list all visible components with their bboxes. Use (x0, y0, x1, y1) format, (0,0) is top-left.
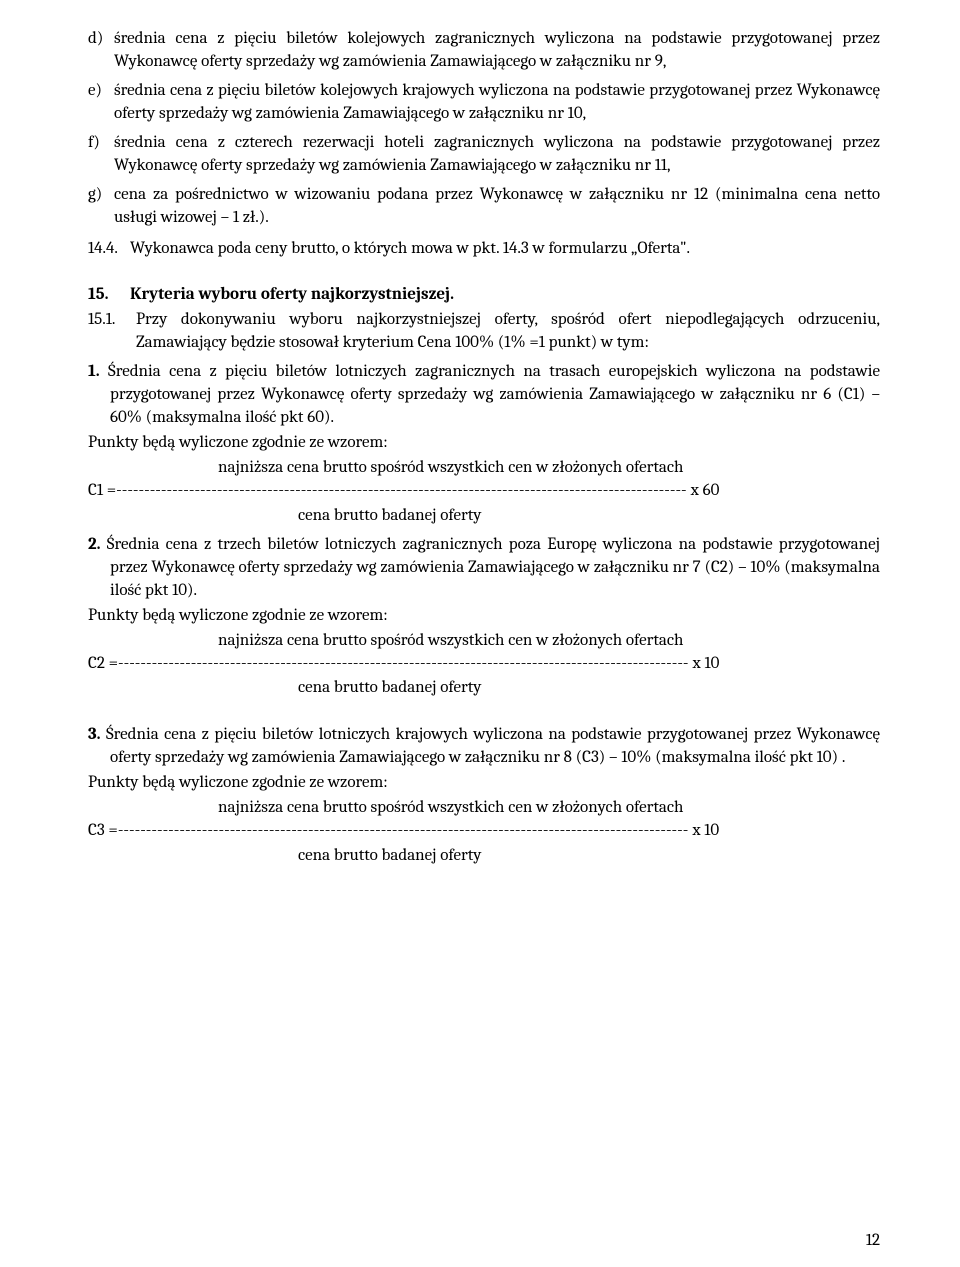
formula-denominator: cena brutto badanej oferty (88, 845, 880, 868)
list-item-text: średnia cena z pięciu biletów kolejowych… (114, 28, 880, 74)
formula-dashes: ----------------------------------------… (116, 480, 687, 503)
list-item-text: średnia cena z pięciu biletów kolejowych… (114, 80, 880, 126)
formula-c1: C1 = -----------------------------------… (88, 480, 880, 503)
section-15-heading: 15. Kryteria wyboru oferty najkorzystnie… (88, 284, 880, 307)
formula-mult: x 10 (689, 653, 720, 676)
line-14-4: 14.4. Wykonawca poda ceny brutto, o któr… (88, 238, 880, 261)
formula-denominator: cena brutto badanej oferty (88, 505, 880, 528)
list-item-label: f) (88, 132, 114, 155)
formula-prefix: C1 = (88, 480, 116, 503)
criterion-text: Średnia cena z pięciu biletów lotniczych… (108, 362, 880, 427)
list-item-label: g) (88, 184, 114, 207)
formula-numerator: najniższa cena brutto spośród wszystkich… (88, 457, 880, 480)
criterion-3: 3. Średnia cena z pięciu biletów lotnicz… (88, 724, 880, 770)
line-label: 14.4. (88, 238, 130, 261)
list-item-text: cena za pośrednictwo w wizowaniu podana … (114, 184, 880, 230)
criterion-text: Średnia cena z pięciu biletów lotniczych… (106, 725, 880, 767)
formula-c3: C3 = -----------------------------------… (88, 820, 880, 843)
formula-dashes: ----------------------------------------… (118, 820, 689, 843)
points-line: Punkty będą wyliczone zgodnie ze wzorem: (88, 772, 880, 795)
lettered-list: d) średnia cena z pięciu biletów kolejow… (88, 28, 880, 230)
formula-numerator: najniższa cena brutto spośród wszystkich… (88, 797, 880, 820)
formula-dashes: ----------------------------------------… (118, 653, 689, 676)
criterion-2: 2. Średnia cena z trzech biletów lotnicz… (88, 534, 880, 603)
points-line: Punkty będą wyliczone zgodnie ze wzorem: (88, 432, 880, 455)
section-title: Kryteria wyboru oferty najkorzystniejsze… (130, 284, 454, 307)
formula-prefix: C3 = (88, 820, 118, 843)
line-15-1: 15.1. Przy dokonywaniu wyboru najkorzyst… (88, 309, 880, 355)
formula-mult: x 10 (688, 820, 719, 843)
criterion-1: 1. Średnia cena z pięciu biletów lotnicz… (88, 361, 880, 430)
formula-prefix: C2 = (88, 653, 118, 676)
page-number: 12 (866, 1230, 880, 1253)
formula-mult: x 60 (687, 480, 720, 503)
criterion-lead: 1. (88, 362, 100, 381)
list-item-label: d) (88, 28, 114, 51)
line-text: Przy dokonywaniu wyboru najkorzystniejsz… (136, 309, 880, 355)
points-line: Punkty będą wyliczone zgodnie ze wzorem: (88, 605, 880, 628)
section-number: 15. (88, 284, 130, 307)
formula-numerator: najniższa cena brutto spośród wszystkich… (88, 630, 880, 653)
criterion-lead: 3. (88, 725, 101, 744)
list-item-g: g) cena za pośrednictwo w wizowaniu poda… (88, 184, 880, 230)
formula-c2: C2 = -----------------------------------… (88, 653, 880, 676)
line-label: 15.1. (88, 309, 136, 332)
list-item-e: e) średnia cena z pięciu biletów kolejow… (88, 80, 880, 126)
line-text: Wykonawca poda ceny brutto, o których mo… (130, 238, 880, 261)
formula-denominator: cena brutto badanej oferty (88, 677, 880, 700)
criterion-lead: 2. (88, 535, 101, 554)
criterion-text: Średnia cena z trzech biletów lotniczych… (107, 535, 880, 600)
list-item-d: d) średnia cena z pięciu biletów kolejow… (88, 28, 880, 74)
list-item-text: średnia cena z czterech rezerwacji hotel… (114, 132, 880, 178)
list-item-label: e) (88, 80, 114, 103)
list-item-f: f) średnia cena z czterech rezerwacji ho… (88, 132, 880, 178)
